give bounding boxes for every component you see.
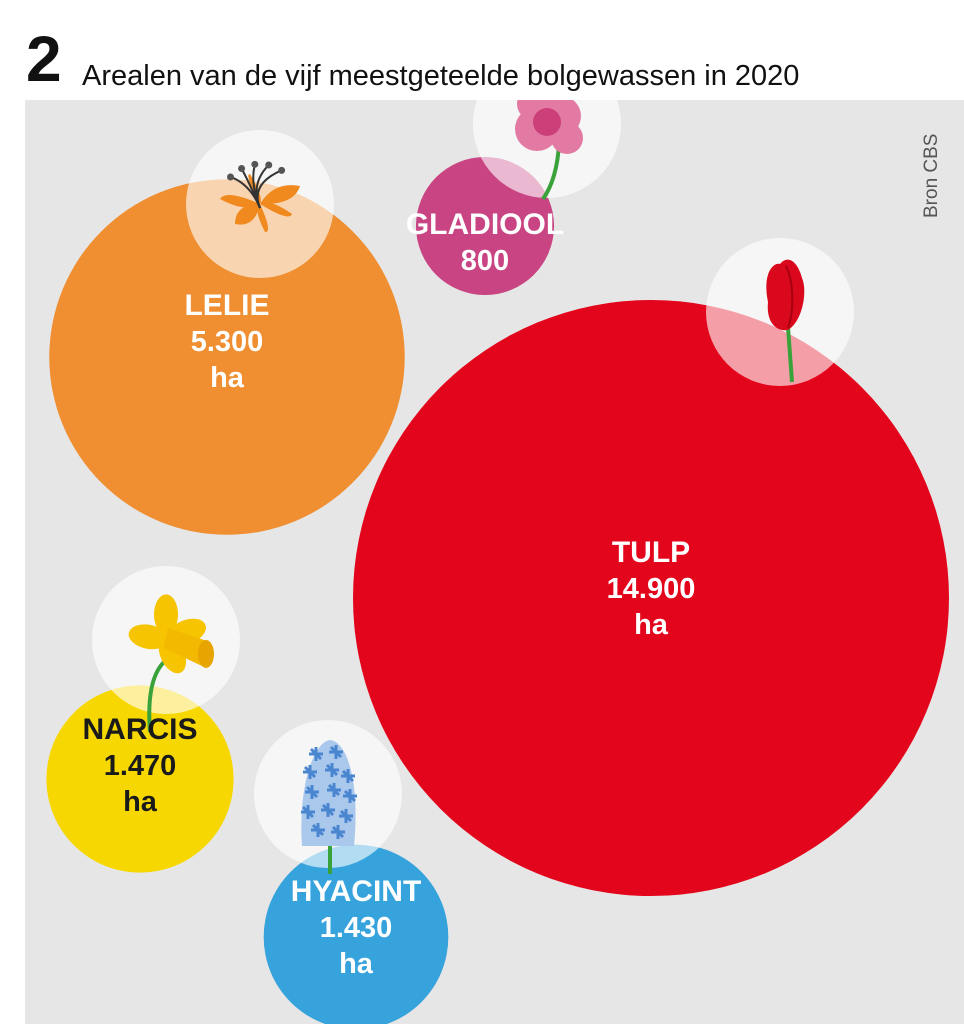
bubble-tulp <box>353 300 949 896</box>
bubble-narcis <box>46 685 234 873</box>
lelie-value-label: 5.300 <box>191 326 264 358</box>
narcis-unit-label: ha <box>123 786 158 818</box>
chart-area: TULP 14.900 ha LELIE 5.300 ha NARCIS 1.470 ha HYA… <box>25 50 964 1029</box>
bubble-hyacint <box>263 844 449 1029</box>
bubble-chart: TULP 14.900 ha LELIE 5.300 ha NARCIS 1.470 ha HYA… <box>25 50 964 1029</box>
hyacint-unit-label: ha <box>339 948 374 980</box>
tulip-icon <box>706 238 854 386</box>
lily-icon <box>186 130 334 278</box>
lelie-name: LELIE <box>184 289 269 322</box>
chart-header: 2 Arealen van de vijf meestgeteelde bolg… <box>24 20 954 100</box>
gladiool-value-label: 800 <box>461 245 509 277</box>
hyacint-value-label: 1.430 <box>320 912 393 944</box>
tulp-unit-label: ha <box>634 609 669 641</box>
narcis-name: NARCIS <box>82 713 197 746</box>
narcis-value-label: 1.470 <box>104 750 177 782</box>
hyacint-name: HYACINT <box>291 875 422 908</box>
source-label: Bron CBS <box>921 134 942 218</box>
tulp-name: TULP <box>612 536 690 569</box>
bubble-lelie <box>49 179 405 535</box>
daffodil-icon <box>92 566 240 733</box>
chart-number: 2 <box>26 23 62 95</box>
hyacinth-icon <box>254 720 402 874</box>
chart-title: Arealen van de vijf meestgeteelde bolgew… <box>82 60 800 92</box>
gladiool-name: GLADIOOL <box>406 208 564 241</box>
lelie-unit-label: ha <box>210 362 245 394</box>
tulp-value-label: 14.900 <box>607 573 696 605</box>
